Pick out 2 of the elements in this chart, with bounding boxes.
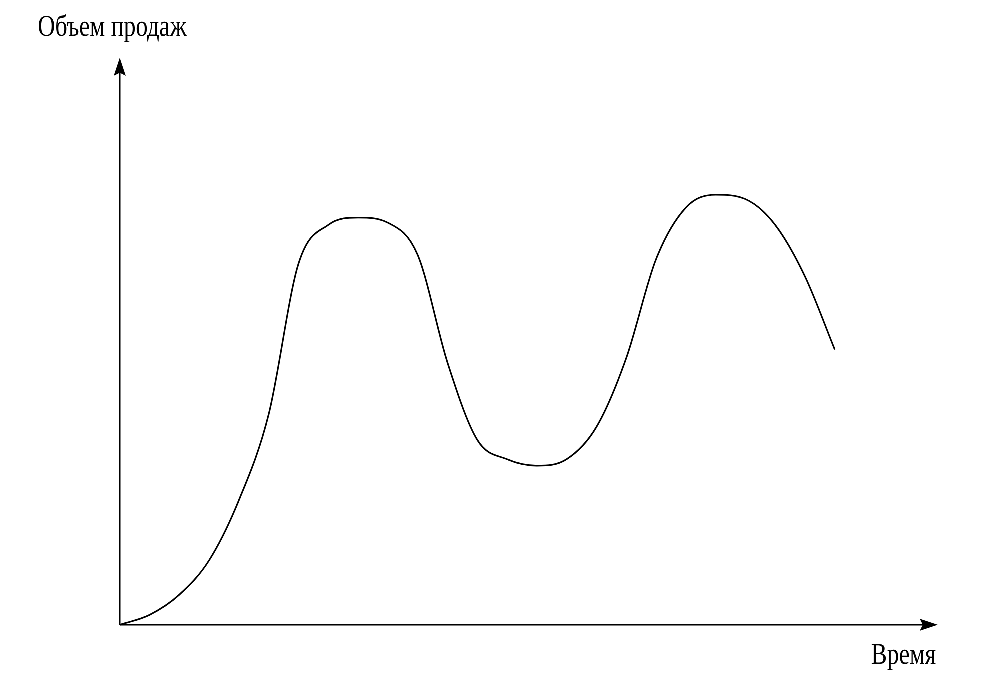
x-axis-title: Время (871, 638, 936, 672)
text: Объем продаж (38, 10, 187, 44)
